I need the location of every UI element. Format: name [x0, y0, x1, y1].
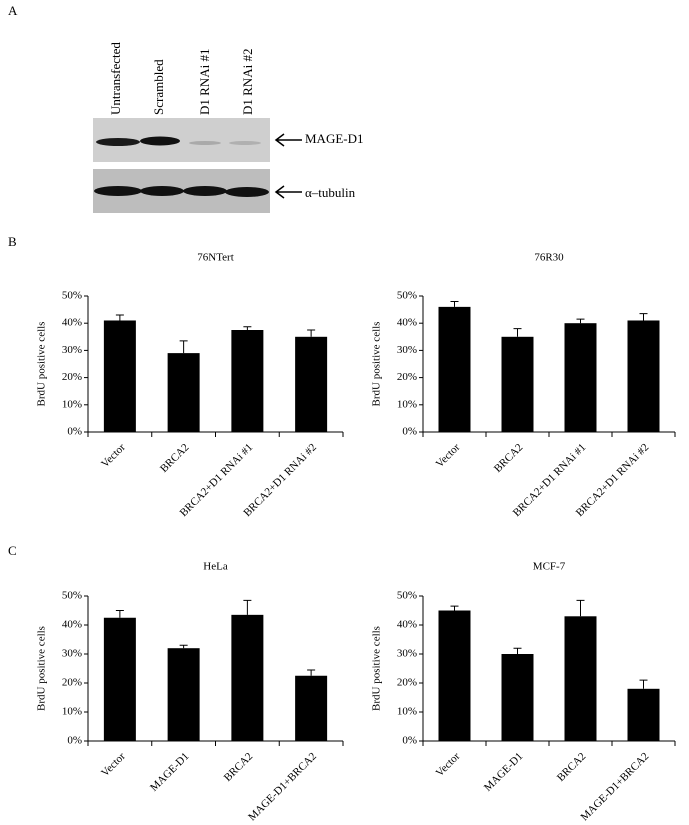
- chart-title: HeLa: [203, 561, 228, 573]
- y-axis-label: BrdU positive cells: [371, 322, 383, 407]
- bar: [103, 320, 136, 432]
- bar: [231, 330, 264, 432]
- y-tick-label: 10%: [397, 706, 417, 718]
- band: [229, 141, 261, 145]
- lane-label: D1 RNAi #1: [197, 49, 212, 115]
- bar: [627, 688, 660, 741]
- y-axis-label: BrdU positive cells: [371, 626, 383, 711]
- x-tick-label: MAGE-D1: [482, 750, 525, 793]
- error-bar: [513, 647, 522, 654]
- x-tick-label: BRCA2: [555, 750, 589, 784]
- error-bar: [576, 599, 585, 617]
- lane-label: Scrambled: [151, 59, 166, 115]
- x-tick-label: Vector: [99, 441, 128, 470]
- error-bar: [639, 679, 648, 689]
- band-label: MAGE-D1: [305, 131, 364, 146]
- band: [96, 138, 140, 146]
- band: [140, 186, 184, 196]
- band: [225, 187, 269, 197]
- error-bar: [307, 669, 316, 676]
- x-tick-label: MAGE-D1+BRCA2: [578, 750, 651, 823]
- y-tick-label: 50%: [397, 590, 417, 602]
- lane-label: Untransfected: [108, 42, 123, 115]
- error-bar: [179, 644, 188, 649]
- bar: [627, 320, 660, 432]
- x-tick-label: BRCA2+D1 RNAi #2: [574, 441, 652, 519]
- bar: [167, 648, 200, 741]
- error-bar: [513, 328, 522, 337]
- x-tick-label: Vector: [434, 750, 463, 779]
- y-tick-label: 30%: [397, 648, 417, 660]
- y-tick-label: 10%: [397, 398, 417, 410]
- y-tick-label: 40%: [62, 619, 82, 631]
- y-tick-label: 50%: [62, 590, 82, 602]
- error-bar: [115, 314, 124, 321]
- panel-label: C: [8, 543, 17, 558]
- x-tick-label: BRCA2: [492, 441, 526, 475]
- band: [189, 141, 221, 145]
- western-blot: MAGE-D1 α–tubulin Untransfected Scramble…: [93, 42, 364, 213]
- chart-title: MCF-7: [533, 561, 566, 573]
- y-tick-label: 40%: [397, 317, 417, 329]
- y-tick-label: 40%: [397, 619, 417, 631]
- bar: [103, 617, 136, 741]
- error-bar: [576, 318, 585, 324]
- x-tick-label: MAGE-D1: [148, 750, 191, 793]
- y-tick-label: 20%: [62, 371, 82, 383]
- arrow: [274, 185, 302, 199]
- y-tick-label: 30%: [62, 648, 82, 660]
- error-bar: [243, 326, 252, 330]
- bar: [295, 336, 328, 432]
- y-tick-label: 0%: [402, 735, 417, 747]
- x-tick-label: BRCA2+D1 RNAi #2: [241, 441, 319, 519]
- x-tick-label: Vector: [99, 750, 128, 779]
- bar: [501, 654, 534, 741]
- band: [94, 186, 142, 196]
- y-tick-label: 20%: [397, 371, 417, 383]
- y-tick-label: 50%: [397, 290, 417, 302]
- error-bar: [243, 599, 252, 615]
- y-tick-label: 40%: [62, 317, 82, 329]
- bar: [501, 336, 534, 432]
- y-tick-label: 10%: [62, 398, 82, 410]
- error-bar: [115, 610, 124, 618]
- chart-title: 76R30: [534, 252, 564, 264]
- y-tick-label: 50%: [62, 290, 82, 302]
- x-tick-label: BRCA2: [158, 441, 192, 475]
- chart-title: 76NTert: [197, 252, 234, 264]
- bar: [564, 323, 597, 432]
- y-tick-label: 20%: [397, 677, 417, 689]
- y-axis-label: BrdU positive cells: [36, 626, 48, 711]
- error-bar: [179, 340, 188, 354]
- y-tick-label: 30%: [62, 344, 82, 356]
- y-tick-label: 10%: [62, 706, 82, 718]
- y-tick-label: 30%: [397, 344, 417, 356]
- y-tick-label: 0%: [402, 426, 417, 438]
- bar: [167, 353, 200, 432]
- error-bar: [307, 329, 316, 337]
- bar: [231, 614, 264, 741]
- band: [140, 136, 180, 146]
- x-tick-label: Vector: [434, 441, 463, 470]
- y-tick-label: 0%: [67, 426, 82, 438]
- y-tick-label: 20%: [62, 677, 82, 689]
- bar: [295, 675, 328, 741]
- error-bar: [450, 605, 459, 611]
- y-axis-label: BrdU positive cells: [36, 322, 48, 407]
- lane-label: D1 RNAi #2: [240, 49, 255, 115]
- x-tick-label: MAGE-D1+BRCA2: [246, 750, 319, 823]
- band: [183, 186, 227, 196]
- bar: [438, 306, 471, 432]
- panel-label: B: [8, 234, 17, 249]
- bar: [438, 610, 471, 741]
- arrow: [274, 133, 302, 147]
- panel-label: A: [8, 3, 18, 18]
- x-tick-label: BRCA2: [222, 750, 256, 784]
- band-label: α–tubulin: [305, 185, 356, 200]
- error-bar: [450, 300, 459, 307]
- error-bar: [639, 313, 648, 321]
- y-tick-label: 0%: [67, 735, 82, 747]
- bar: [564, 616, 597, 741]
